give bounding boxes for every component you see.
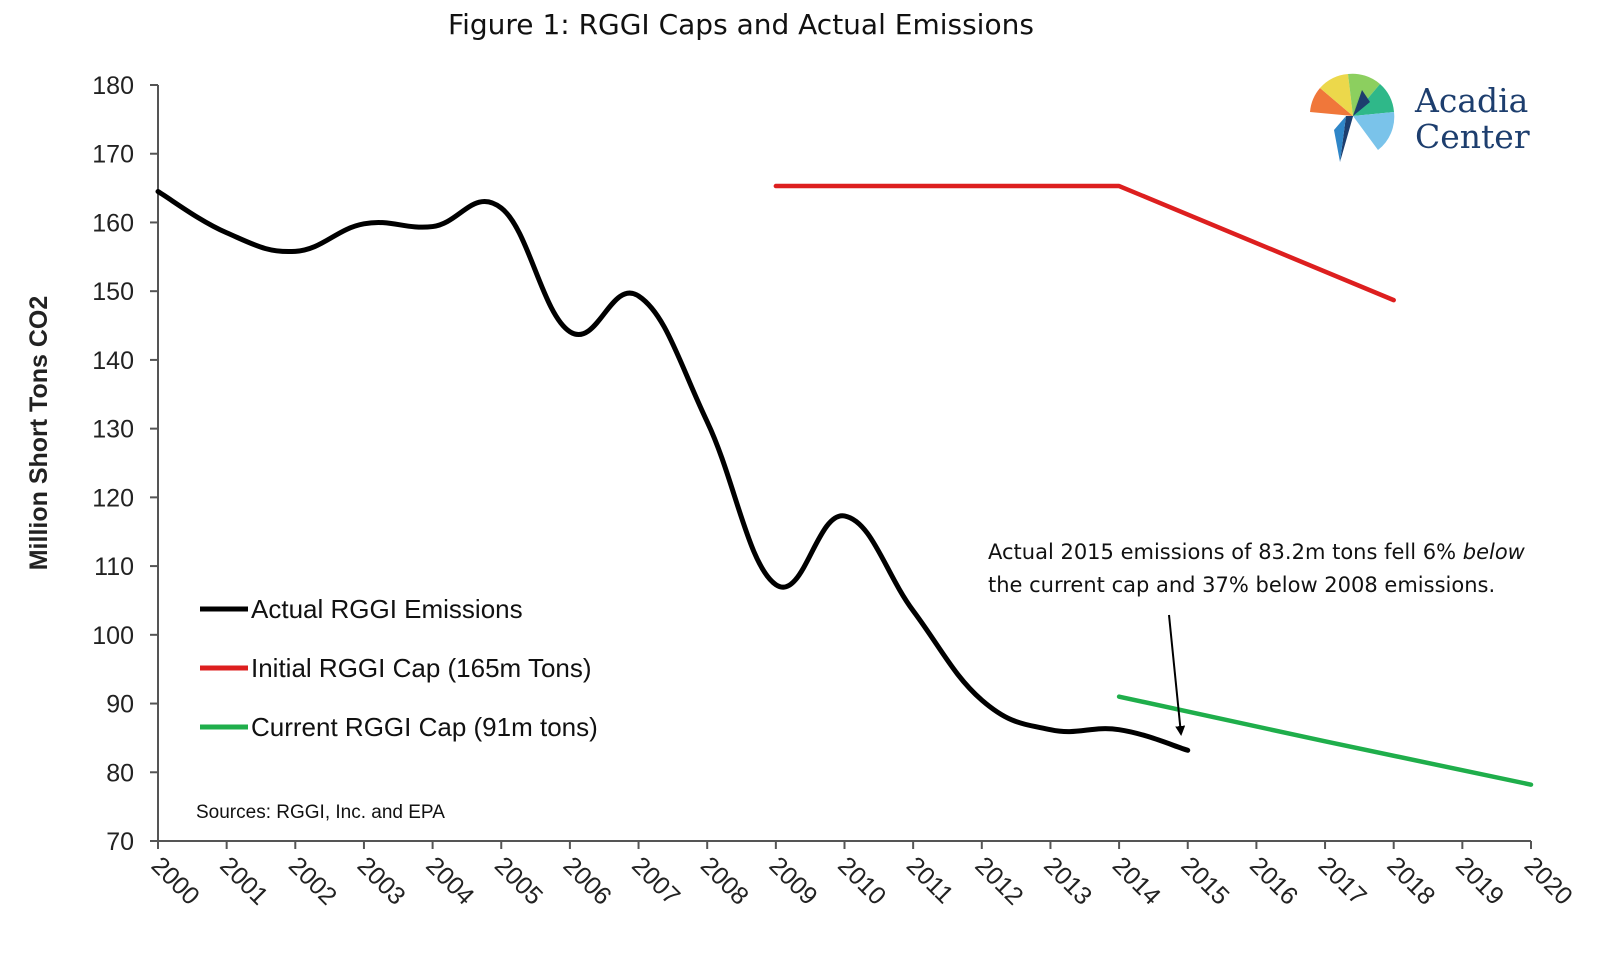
logo-mark-icon <box>1310 73 1395 162</box>
x-tick-label: 2006 <box>558 851 617 910</box>
x-tick-label: 2020 <box>1519 851 1578 910</box>
series-actual-emissions <box>155 189 1191 753</box>
series-initial-cap <box>773 183 1396 303</box>
x-tick-label: 2003 <box>352 851 411 910</box>
legend-label-initial-cap: Initial RGGI Cap (165m Tons) <box>251 653 592 683</box>
x-tick-label: 2008 <box>695 851 754 910</box>
y-axis-label: Million Short Tons CO2 <box>25 296 53 571</box>
y-axis: 70 80 90 100 110 120 130 140 150 160 170 180 <box>92 72 159 856</box>
y-tick-label: 140 <box>92 347 134 375</box>
series-current-cap <box>1116 694 1534 787</box>
y-tick-label: 90 <box>106 691 134 719</box>
x-tick-label: 2010 <box>832 851 891 910</box>
acadia-center-logo: Acadia Center <box>1310 73 1530 162</box>
y-tick-label: 100 <box>92 622 134 650</box>
y-tick-label: 180 <box>92 72 134 100</box>
y-tick-label: 160 <box>92 209 134 237</box>
x-tick-label: 2013 <box>1038 851 1097 910</box>
x-tick-label: 2002 <box>283 851 342 910</box>
annotation-line-1-text: Actual 2015 emissions of 83.2m tons fell… <box>988 540 1463 564</box>
x-tick-label: 2017 <box>1313 851 1372 910</box>
legend-label-actual: Actual RGGI Emissions <box>251 594 523 624</box>
legend: Actual RGGI Emissions Initial RGGI Cap (… <box>200 594 598 742</box>
annotation: Actual 2015 emissions of 83.2m tons fell… <box>988 540 1526 736</box>
y-tick-label: 80 <box>106 759 134 787</box>
legend-label-current-cap: Current RGGI Cap (91m tons) <box>251 712 598 742</box>
chart-title: Figure 1: RGGI Caps and Actual Emissions <box>448 8 1034 41</box>
x-tick-label: 2009 <box>764 851 823 910</box>
y-tick-label: 120 <box>92 484 134 512</box>
x-tick-label: 2019 <box>1450 851 1509 910</box>
x-tick-label: 2000 <box>146 851 205 910</box>
logo-text-line-1: Acadia <box>1414 81 1528 120</box>
x-tick-label: 2005 <box>489 851 548 910</box>
y-tick-label: 170 <box>92 141 134 169</box>
y-tick-label: 110 <box>94 553 134 581</box>
x-tick-label: 2004 <box>420 851 479 910</box>
source-note: Sources: RGGI, Inc. and EPA <box>196 802 445 823</box>
x-axis: 2000 2001 2002 2003 2004 2005 2006 2007 2008 2009… <box>146 840 1578 911</box>
x-tick-label: 2011 <box>901 851 959 909</box>
annotation-arrow <box>1168 614 1186 736</box>
annotation-line-1: Actual 2015 emissions of 83.2m tons fell… <box>988 540 1526 564</box>
x-tick-label: 2012 <box>970 851 1029 910</box>
series-layer <box>155 183 1534 787</box>
x-tick-label: 2016 <box>1244 851 1303 910</box>
y-tick-label: 130 <box>92 416 134 444</box>
logo-text-line-2: Center <box>1415 117 1530 156</box>
annotation-line-2: the current cap and 37% below 2008 emiss… <box>988 573 1495 597</box>
x-tick-label: 2015 <box>1176 851 1235 910</box>
x-tick-label: 2007 <box>626 851 685 910</box>
x-tick-label: 2018 <box>1381 851 1440 910</box>
y-tick-label: 70 <box>106 828 134 856</box>
y-tick-label: 150 <box>92 278 134 306</box>
x-tick-label: 2001 <box>214 851 273 910</box>
annotation-line-1-emphasis: below <box>1463 540 1526 564</box>
x-tick-label: 2014 <box>1107 851 1166 910</box>
